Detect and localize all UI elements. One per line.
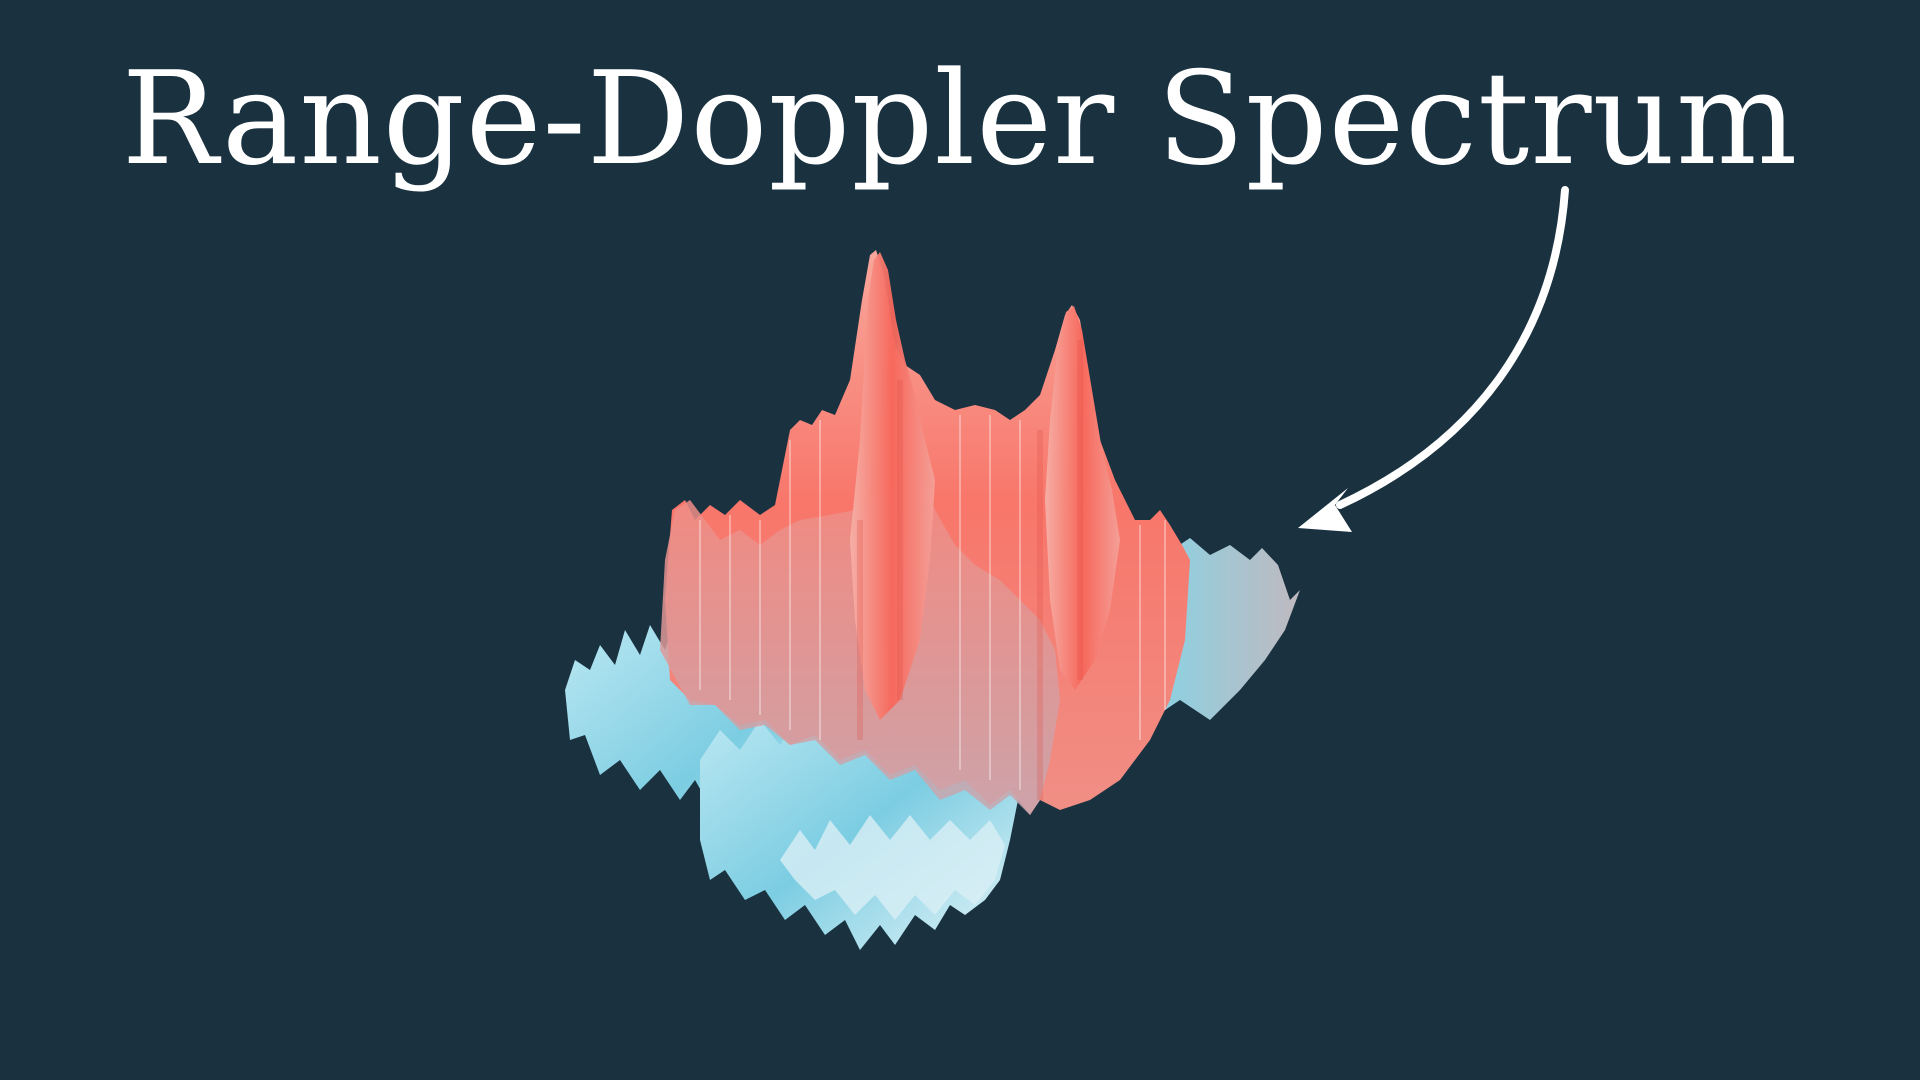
noise-floor-accent (780, 815, 1005, 920)
spectrum-central-spike (850, 252, 935, 720)
spectrum-right-spike (1045, 306, 1120, 690)
surface-striations (699, 415, 1166, 790)
slide-title: Range-Doppler Spectrum (121, 45, 1799, 194)
surface-shading (857, 340, 1083, 800)
